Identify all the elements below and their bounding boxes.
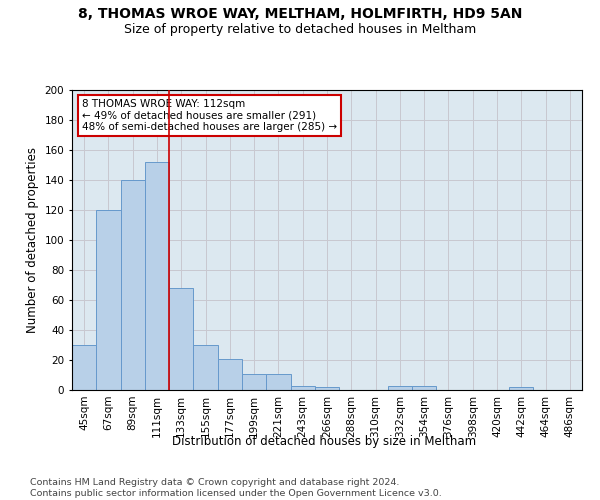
Bar bbox=[290, 386, 315, 390]
Bar bbox=[121, 180, 145, 390]
Bar bbox=[412, 386, 436, 390]
Bar bbox=[96, 210, 121, 390]
Y-axis label: Number of detached properties: Number of detached properties bbox=[26, 147, 39, 333]
Bar bbox=[169, 288, 193, 390]
Bar bbox=[72, 345, 96, 390]
Bar bbox=[193, 345, 218, 390]
Bar bbox=[145, 162, 169, 390]
Text: Distribution of detached houses by size in Meltham: Distribution of detached houses by size … bbox=[172, 435, 476, 448]
Text: Contains HM Land Registry data © Crown copyright and database right 2024.
Contai: Contains HM Land Registry data © Crown c… bbox=[30, 478, 442, 498]
Text: 8 THOMAS WROE WAY: 112sqm
← 49% of detached houses are smaller (291)
48% of semi: 8 THOMAS WROE WAY: 112sqm ← 49% of detac… bbox=[82, 99, 337, 132]
Bar bbox=[388, 386, 412, 390]
Bar bbox=[315, 387, 339, 390]
Text: 8, THOMAS WROE WAY, MELTHAM, HOLMFIRTH, HD9 5AN: 8, THOMAS WROE WAY, MELTHAM, HOLMFIRTH, … bbox=[78, 8, 522, 22]
Text: Size of property relative to detached houses in Meltham: Size of property relative to detached ho… bbox=[124, 22, 476, 36]
Bar bbox=[266, 374, 290, 390]
Bar bbox=[242, 374, 266, 390]
Bar bbox=[218, 358, 242, 390]
Bar bbox=[509, 387, 533, 390]
